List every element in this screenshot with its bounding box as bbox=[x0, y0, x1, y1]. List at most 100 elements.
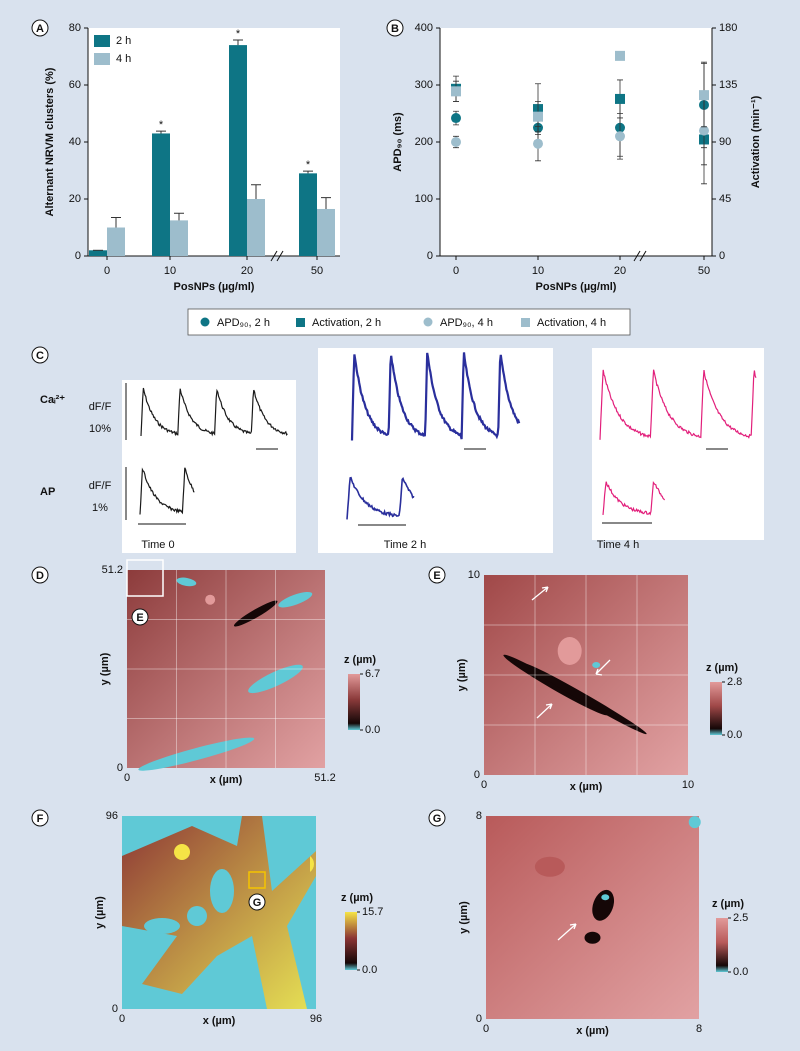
legend-label: APD₉₀, 4 h bbox=[440, 317, 493, 329]
panel-label: B bbox=[391, 23, 399, 35]
y2-axis-label: Activation (min⁻¹) bbox=[750, 95, 762, 188]
bar bbox=[299, 173, 317, 256]
inset-badge bbox=[248, 893, 266, 911]
axis-break bbox=[270, 250, 278, 262]
error-bar bbox=[111, 217, 121, 228]
error-bar bbox=[303, 170, 313, 174]
panel-badge bbox=[386, 19, 404, 37]
y-tick-label: 0 bbox=[112, 1003, 118, 1015]
colorbar bbox=[348, 674, 360, 730]
y-tick-label: 40 bbox=[69, 136, 81, 148]
feature bbox=[534, 856, 565, 877]
colorbar-tick-label: 6.7 bbox=[365, 668, 380, 680]
error-bar bbox=[321, 197, 331, 209]
arrow bbox=[557, 923, 577, 941]
legend-swatch bbox=[94, 53, 110, 65]
error-bar bbox=[156, 130, 166, 134]
trace bbox=[140, 387, 288, 437]
error-bar bbox=[233, 39, 243, 46]
colorbar-tick-label: 0.0 bbox=[727, 729, 742, 741]
colorbar-label: z (µm) bbox=[341, 892, 373, 904]
x-tick-label: 0 bbox=[483, 1023, 489, 1035]
inset-label: G bbox=[253, 897, 262, 909]
x-tick-label: 0 bbox=[453, 265, 459, 277]
feature bbox=[174, 844, 190, 860]
image-background bbox=[484, 575, 688, 775]
feature bbox=[525, 663, 647, 735]
x-axis-label: x (µm) bbox=[570, 781, 603, 793]
y2-tick-label: 90 bbox=[719, 136, 731, 148]
y-axis-label: y (µm) bbox=[458, 901, 470, 934]
x-axis-label: x (µm) bbox=[576, 1025, 609, 1037]
legend-marker bbox=[200, 317, 210, 327]
y-tick-label: 96 bbox=[106, 810, 118, 822]
legend-marker bbox=[521, 318, 530, 327]
colorbar-label: z (µm) bbox=[344, 654, 376, 666]
x-tick-label: 50 bbox=[311, 265, 323, 277]
trace-panel bbox=[122, 380, 296, 553]
arrow bbox=[531, 586, 549, 601]
gap bbox=[210, 869, 234, 913]
trace bbox=[346, 476, 415, 520]
panel-badge bbox=[31, 809, 49, 827]
y-axis-label: y (µm) bbox=[456, 658, 468, 691]
bar bbox=[170, 220, 188, 256]
marker bbox=[451, 86, 461, 97]
panel-badge bbox=[428, 809, 446, 827]
condition-label: Time 0 bbox=[141, 539, 174, 551]
x-tick-label: 0 bbox=[104, 265, 110, 277]
marker bbox=[699, 90, 709, 101]
arrow bbox=[536, 703, 553, 719]
error-bar bbox=[251, 184, 261, 199]
marker bbox=[615, 131, 625, 142]
y-axis-label: y (µm) bbox=[94, 896, 106, 929]
axis-break bbox=[276, 250, 284, 262]
x-tick-label: 96 bbox=[310, 1013, 322, 1025]
colorbar bbox=[716, 918, 728, 972]
y2-tick-label: 135 bbox=[719, 79, 737, 91]
bar bbox=[317, 208, 335, 256]
feature bbox=[278, 591, 313, 608]
y2-tick-label: 180 bbox=[719, 22, 737, 34]
x-tick-label: 0 bbox=[119, 1013, 125, 1025]
y-axis-label: y (µm) bbox=[99, 652, 111, 685]
colorbar-label: z (µm) bbox=[712, 898, 744, 910]
y-tick-label: 200 bbox=[415, 136, 433, 148]
marker bbox=[451, 113, 461, 124]
marker bbox=[451, 137, 461, 147]
feature bbox=[233, 600, 278, 627]
feature bbox=[601, 894, 610, 901]
trace bbox=[599, 369, 757, 440]
x-tick-label: 51.2 bbox=[314, 772, 335, 784]
legend-label: APD₉₀, 2 h bbox=[217, 317, 270, 329]
y-tick-label: 0 bbox=[476, 1013, 482, 1025]
y-tick-label: 0 bbox=[117, 762, 123, 774]
trace bbox=[139, 467, 195, 515]
y-tick-label: 51.2 bbox=[102, 564, 123, 576]
colorbar-tick-label: 15.7 bbox=[362, 906, 383, 918]
bar bbox=[107, 227, 125, 256]
trace-panel bbox=[318, 348, 553, 553]
feature bbox=[557, 637, 582, 665]
panel-label: G bbox=[433, 813, 442, 825]
bar bbox=[247, 199, 265, 256]
y-tick-label: 300 bbox=[415, 79, 433, 91]
colorbar-label: z (µm) bbox=[706, 662, 738, 674]
plot-area bbox=[440, 28, 712, 256]
marker bbox=[533, 138, 543, 149]
panel-label: E bbox=[433, 570, 440, 582]
feature bbox=[138, 737, 255, 771]
trace bbox=[350, 352, 521, 441]
legend-label: Activation, 2 h bbox=[312, 317, 381, 329]
legend-box bbox=[187, 308, 631, 336]
legend-label: 4 h bbox=[116, 53, 131, 65]
y-tick-label: 0 bbox=[474, 769, 480, 781]
y-axis-label: Alternant NRVM clusters (%) bbox=[44, 67, 56, 216]
legend-label: Activation, 4 h bbox=[537, 317, 606, 329]
y-tick-label: 400 bbox=[415, 22, 433, 34]
y-tick-label: 0 bbox=[75, 250, 81, 262]
scale-label: 10% bbox=[89, 423, 111, 435]
y-tick-label: 10 bbox=[468, 569, 480, 581]
image-background bbox=[486, 816, 699, 1019]
trace bbox=[602, 481, 666, 516]
